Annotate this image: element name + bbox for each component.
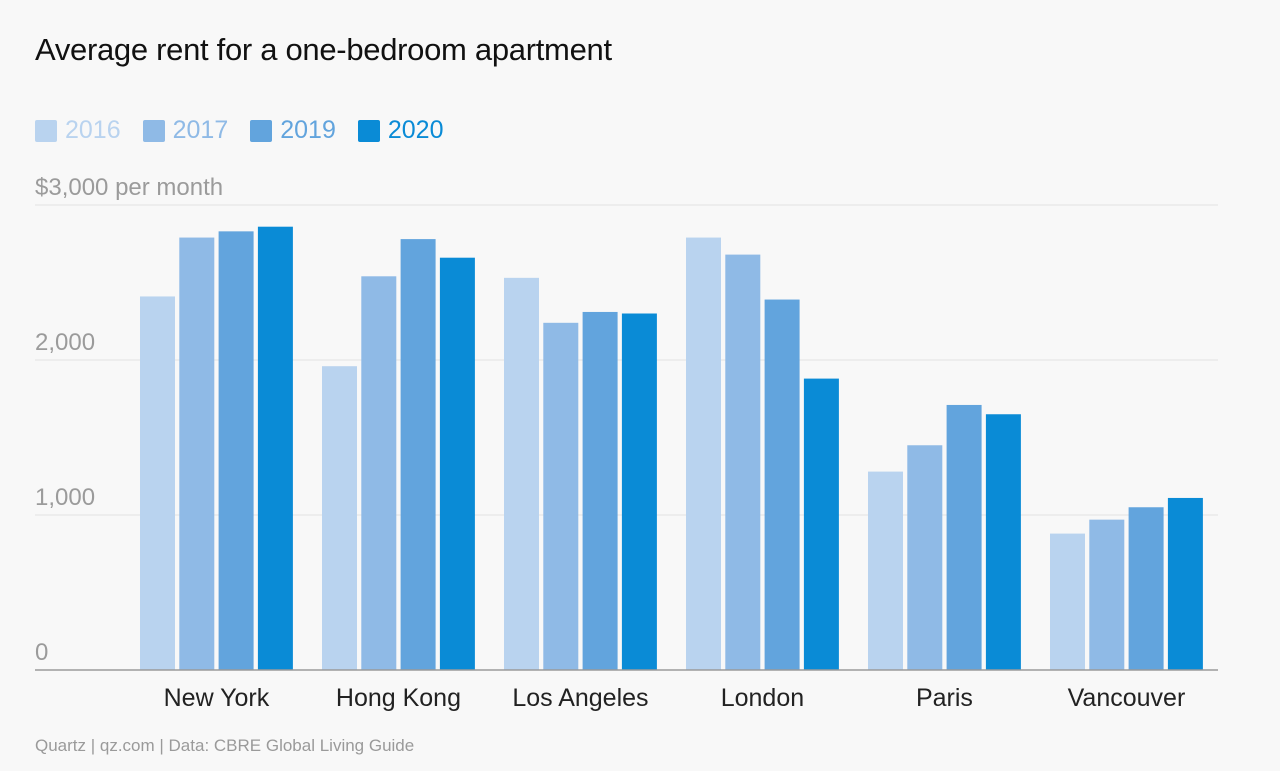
y-tick-label: 2,000: [35, 329, 95, 356]
legend-swatch: [35, 119, 57, 142]
bar-hong-kong-2016: [322, 366, 357, 670]
x-tick-label: Los Angeles: [512, 684, 648, 712]
bar-paris-2020: [985, 414, 1021, 670]
x-tick-label: London: [721, 684, 804, 712]
legend-swatch: [250, 119, 273, 142]
bar-new-york-2020: [257, 226, 293, 670]
legend-item-2016: 2016: [35, 116, 121, 145]
bar-hong-kong-2019: [400, 239, 436, 670]
y-tick-label: 1,000: [35, 484, 95, 511]
bar-new-york-2016: [140, 296, 175, 670]
bar-los-angeles-2016: [504, 277, 539, 670]
legend-label: 2019: [280, 116, 336, 144]
legend-swatch: [357, 119, 380, 142]
bar-hong-kong-2020: [439, 257, 475, 670]
legend-item-2017: 2017: [142, 116, 229, 145]
chart-title: Average rent for a one-bedroom apartment: [35, 32, 612, 67]
x-tick-label: Vancouver: [1068, 684, 1186, 712]
bar-vancouver-2020: [1167, 497, 1203, 670]
bar-vancouver-2017: [1089, 519, 1125, 670]
bar-los-angeles-2017: [543, 322, 579, 670]
x-tick-label: New York: [164, 684, 270, 712]
bar-london-2016: [686, 237, 721, 671]
bar-los-angeles-2019: [582, 311, 618, 670]
x-tick-label: Paris: [916, 684, 973, 712]
bar-london-2019: [764, 299, 800, 670]
bar-london-2020: [803, 378, 839, 670]
bar-new-york-2017: [179, 237, 215, 671]
x-tick-label: Hong Kong: [336, 684, 461, 712]
bar-vancouver-2016: [1050, 533, 1085, 670]
source-note: Quartz | qz.com | Data: CBRE Global Livi…: [35, 736, 415, 755]
chart-legend: 2016 2017 2019 2020: [35, 116, 466, 145]
legend-label: 2016: [65, 116, 121, 144]
legend-label: 2017: [172, 116, 229, 144]
bar-london-2017: [725, 254, 761, 670]
bar-new-york-2019: [218, 231, 254, 670]
y-tick-label: $3,000 per month: [35, 174, 223, 201]
legend-item-2019: 2019: [250, 116, 336, 145]
legend-label: 2020: [387, 116, 444, 144]
bar-paris-2016: [868, 471, 903, 670]
bar-vancouver-2019: [1128, 507, 1164, 670]
legend-item-2020: 2020: [357, 116, 444, 145]
bar-hong-kong-2017: [361, 276, 397, 670]
bar-paris-2017: [907, 445, 943, 670]
bar-los-angeles-2020: [621, 313, 657, 670]
legend-swatch: [142, 119, 165, 142]
y-tick-label: 0: [35, 639, 48, 666]
bar-paris-2019: [946, 404, 982, 670]
